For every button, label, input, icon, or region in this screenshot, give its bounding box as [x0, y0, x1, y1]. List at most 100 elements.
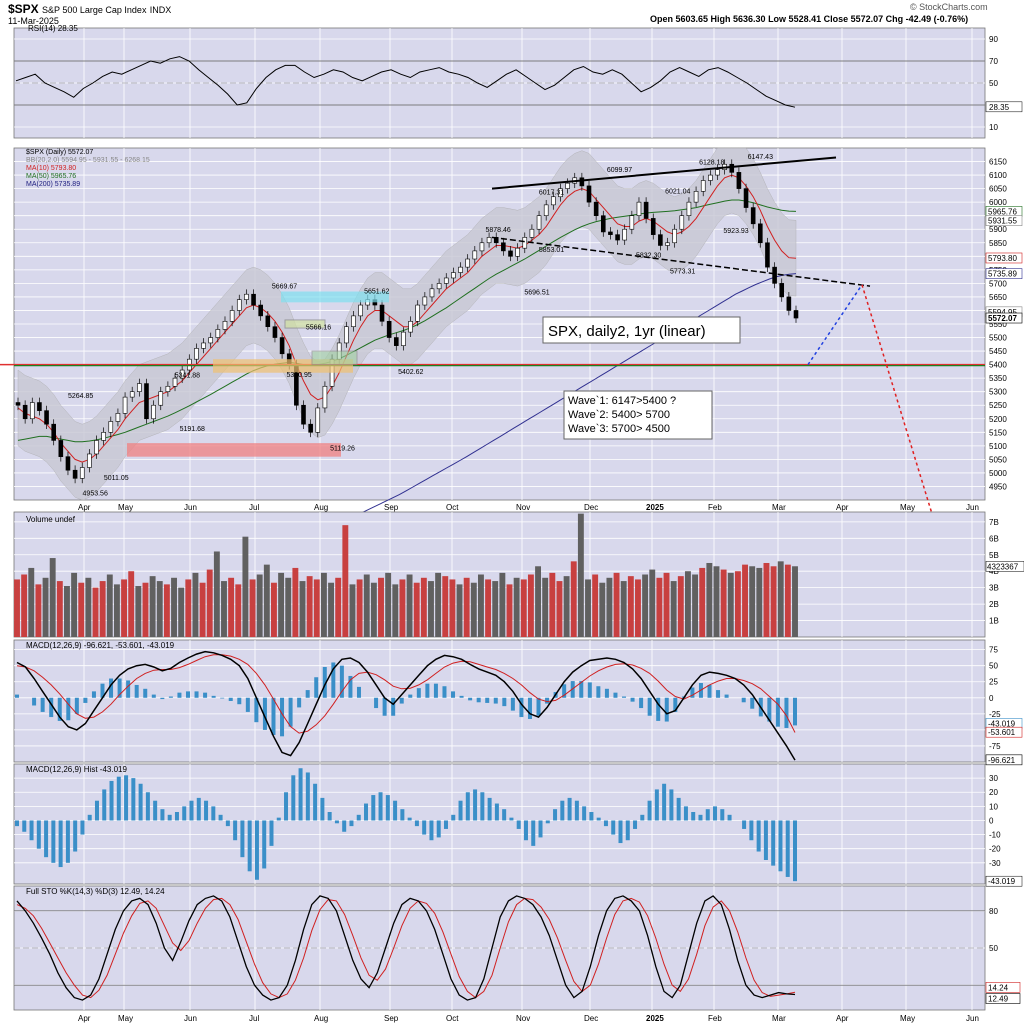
macdhist-bar	[458, 800, 463, 821]
volume-bar	[156, 581, 163, 637]
volume-y-tick-label: 5B	[989, 551, 999, 560]
macdhist-bar	[618, 820, 623, 844]
macdhist-bar	[269, 820, 274, 846]
sto-x-tick-label: Apr	[78, 1014, 91, 1023]
volume-bar	[35, 584, 42, 637]
rsi-legend: RSI(14) 28.35	[28, 24, 78, 33]
macdhist-bar	[393, 800, 398, 821]
volume-bar	[506, 584, 513, 637]
macdhist-bar	[94, 800, 99, 821]
sto-x-tick-label: Jun	[966, 1014, 979, 1023]
price-y-tick-label: 5350	[989, 374, 1007, 383]
sto-x-tick-label: Dec	[584, 1014, 598, 1023]
volume-bar	[213, 551, 220, 637]
price-label: 5390.95	[286, 372, 311, 379]
volume-y-tick-label: 7B	[989, 518, 999, 527]
macdhist-bar	[778, 820, 783, 872]
macd-hist-bar	[527, 697, 532, 719]
volume-bar	[428, 581, 434, 637]
macdhist-bar	[793, 820, 797, 882]
candle-body	[451, 272, 456, 279]
macd-hist-bar	[100, 683, 105, 698]
macdhist-bar	[51, 820, 56, 863]
macd-hist-bar	[74, 697, 79, 714]
candle-body	[344, 326, 349, 344]
candle-body	[486, 237, 492, 244]
macd-hist-bar	[297, 697, 302, 708]
macdhist-y-tick-label: 30	[989, 774, 998, 783]
volume-bar	[363, 574, 370, 637]
price-label: 5566.16	[306, 325, 331, 332]
sto-x-tick-label: Sep	[384, 1014, 399, 1023]
volume-bar	[635, 579, 641, 637]
macdhist-bar	[567, 797, 572, 821]
ohlc-readout: Open 5603.65 High 5636.30 Low 5528.41 Cl…	[650, 14, 969, 24]
volume-bar	[378, 577, 384, 637]
candle-body	[758, 223, 763, 244]
macd-hist-bar	[673, 697, 678, 712]
candle-body	[37, 402, 42, 411]
volume-bar	[684, 571, 691, 637]
macdhist-bar	[124, 775, 129, 821]
volume-bar	[256, 574, 263, 637]
price-legend-2: MA(10) 5793.80	[26, 165, 76, 172]
price-label: 5191.68	[180, 426, 205, 433]
price-y-tick-label: 5200	[989, 415, 1007, 424]
volume-bar	[727, 572, 734, 637]
volume-bar	[21, 574, 28, 637]
price-right-box	[985, 252, 1023, 264]
candle-body	[529, 228, 535, 238]
volume-bar	[92, 587, 99, 637]
sto-x-tick-label: Mar	[772, 1014, 786, 1023]
volume-bar	[221, 581, 227, 637]
macd-hist-bar	[767, 697, 772, 722]
macdhist-bar	[480, 792, 485, 821]
macdhist-y-tick-label: 20	[989, 788, 998, 797]
x-tick-label: Feb	[708, 503, 722, 512]
volume-bar	[320, 572, 327, 637]
volume-bar	[749, 566, 756, 637]
candle-body	[579, 177, 585, 187]
volume-bar	[677, 576, 684, 637]
candle-body	[736, 172, 742, 189]
volume-bar	[492, 581, 499, 637]
volume-bar	[142, 582, 149, 637]
macd-hist-bar	[656, 697, 661, 721]
macdhist-bar	[662, 783, 667, 821]
macd-hist-bar	[32, 697, 37, 706]
price-y-tick-label: 6150	[989, 158, 1007, 167]
candle-body	[600, 215, 606, 233]
macd-hist-bar	[185, 691, 190, 698]
macd-hist-bar	[425, 683, 430, 698]
macd-hist-bar	[339, 665, 344, 698]
macdhist-legend: MACD(12,26,9) Hist -43.019	[26, 765, 127, 774]
macd-hist-bar	[15, 694, 19, 698]
candle-body	[351, 315, 356, 328]
volume-bar	[299, 581, 306, 637]
volume-bar	[606, 577, 613, 637]
volume-bar	[463, 577, 470, 637]
macdhist-bar	[145, 792, 150, 821]
macd-hist-bar	[220, 697, 225, 699]
macdhist-bar	[516, 820, 521, 829]
volume-bar	[763, 562, 770, 637]
price-label: 5773.31	[670, 269, 695, 276]
candle-body	[772, 266, 777, 284]
candle-body	[258, 304, 263, 317]
macd-hist-bar	[288, 697, 293, 727]
macdhist-bar	[153, 800, 158, 821]
macd-hist-bar	[391, 697, 396, 716]
macdhist-bar	[364, 803, 369, 821]
macd-hist-bar	[476, 697, 481, 703]
macd-hist-bar	[117, 678, 122, 698]
macdhist-bar	[371, 795, 376, 821]
volume-bar	[335, 577, 342, 637]
macdhist-bar	[414, 820, 419, 827]
volume-bar	[171, 577, 177, 637]
macd-hist-bar	[143, 688, 148, 698]
volume-bar	[649, 569, 656, 637]
macd-line	[16, 650, 796, 761]
macdhist-bar	[538, 820, 543, 838]
price-right-box	[985, 215, 1023, 226]
macd-hist-bar	[271, 697, 276, 736]
